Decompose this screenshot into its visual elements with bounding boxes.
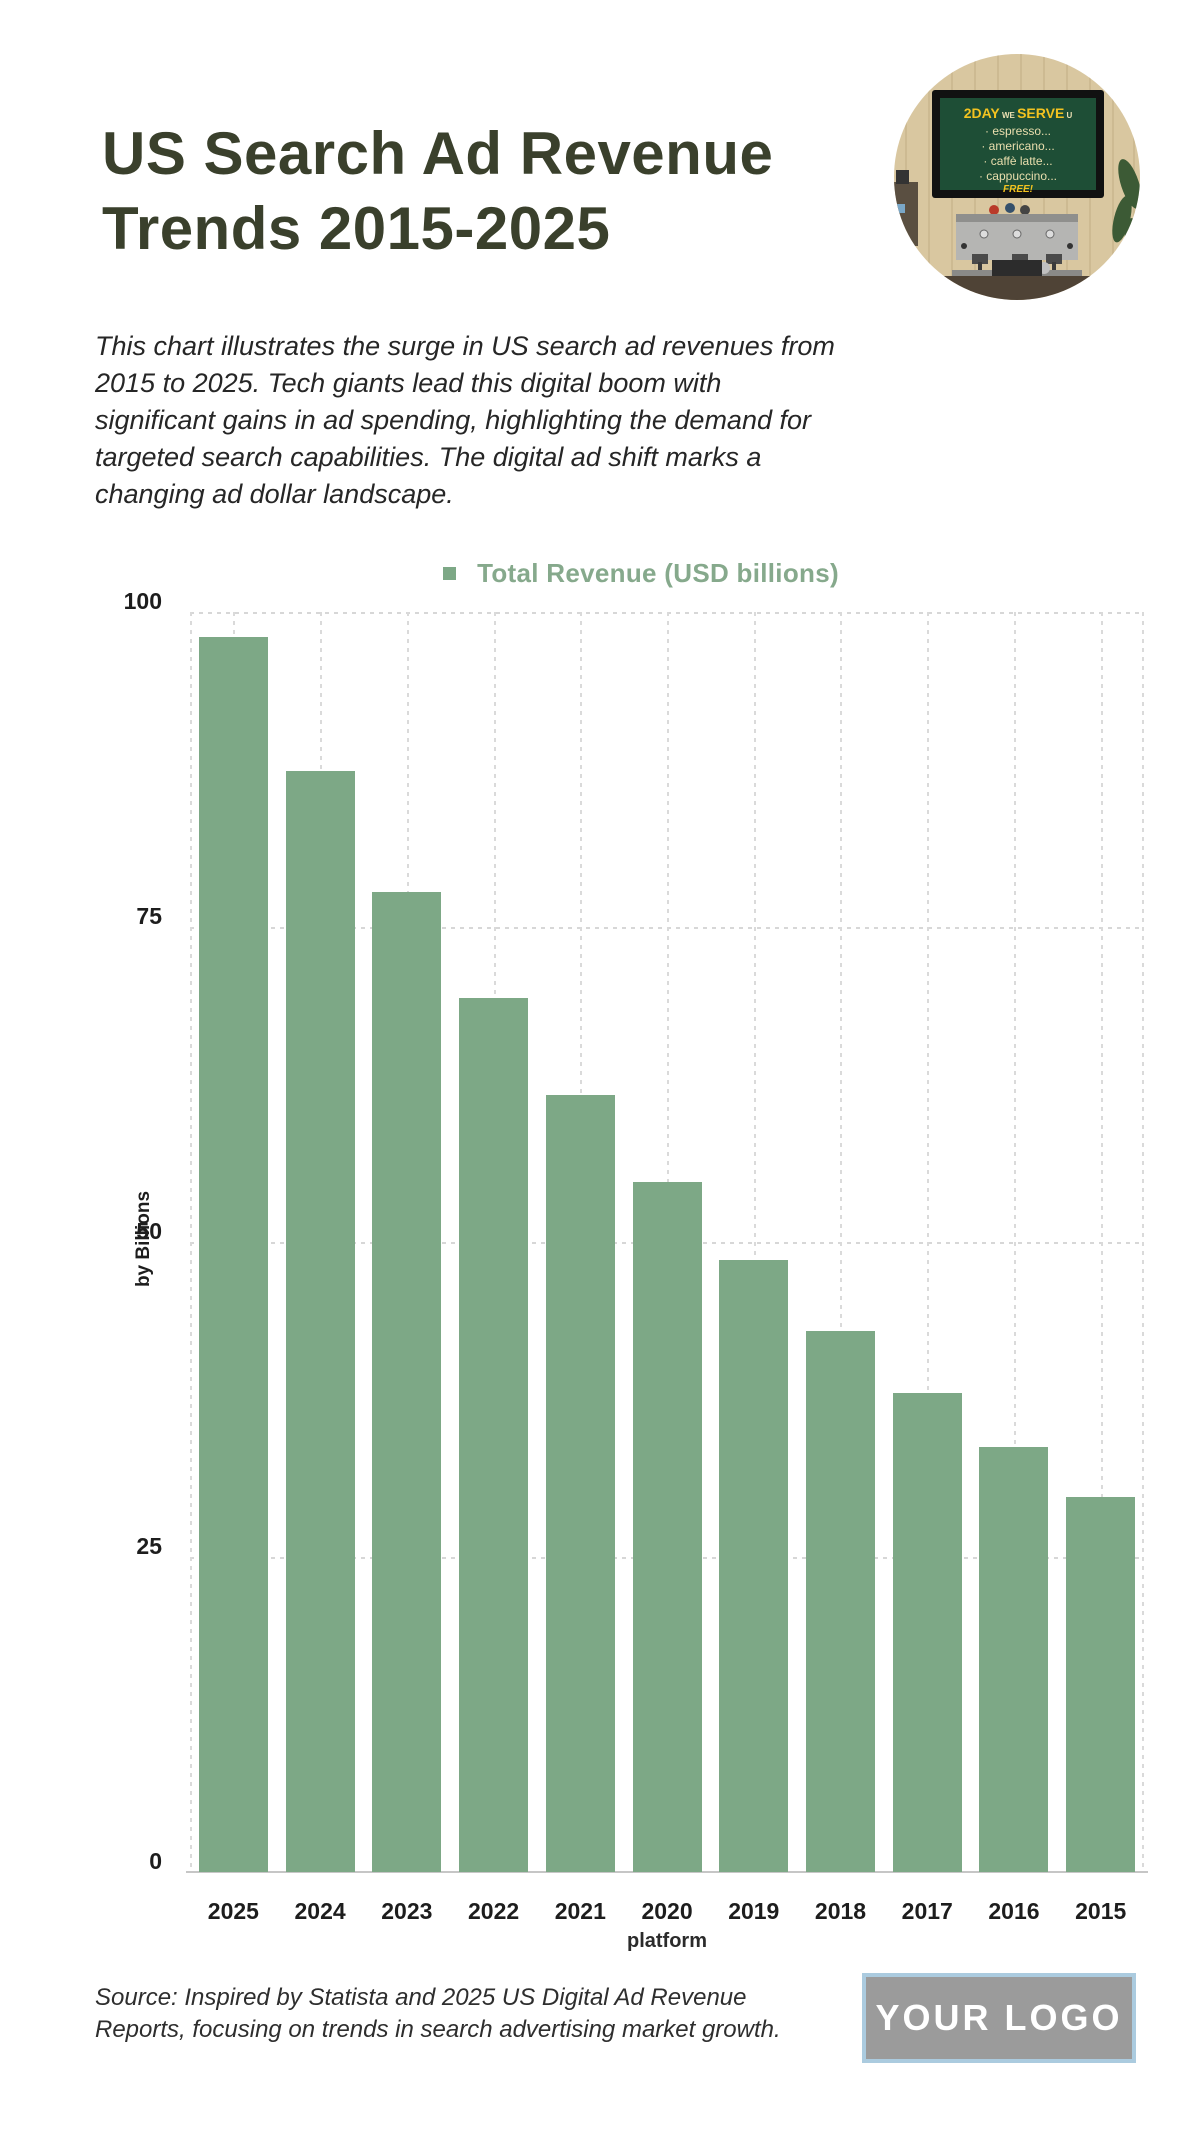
x-tick-label: 2016: [988, 1898, 1040, 1924]
x-axis-title: platform: [627, 1930, 707, 1952]
x-tick-label: 2021: [554, 1898, 606, 1924]
bar-2016: [979, 1447, 1049, 1872]
source-note-line: Reports, focusing on trends in search ad…: [95, 2016, 781, 2043]
x-gridline: [753, 612, 756, 1872]
y-tick-label: 100: [123, 588, 162, 614]
bar-2018: [805, 1331, 875, 1872]
coffee-shop-photo: 2DAY WE SERVE U · espresso... · american…: [894, 54, 1140, 300]
y-tick-label: 50: [136, 1218, 162, 1244]
legend-marker-icon: [443, 566, 457, 580]
source-note-line: Source: Inspired by Statista and 2025 US…: [95, 1984, 747, 2011]
x-tick-label: 2023: [381, 1898, 433, 1924]
description-line: changing ad dollar landscape.: [95, 479, 454, 509]
x-gridline: [927, 612, 930, 1872]
source-note: Source: Inspired by Statista and 2025 US…: [95, 1982, 781, 2046]
description-line: 2015 to 2025. Tech giants lead this digi…: [95, 368, 722, 398]
bar-chart-plot: 2025 2024 2023 2022 2021 2020 2019 2018 2017 2016…: [124, 588, 1148, 1952]
svg-text:2DAY WE SERVE U: 2DAY WE SERVE U: [964, 105, 1073, 121]
bar-2023: [372, 891, 442, 1872]
x-gridline: [1013, 612, 1016, 1872]
y-tick-label: 75: [136, 903, 162, 929]
y-tick-label: 25: [136, 1533, 162, 1559]
x-gridline: [1142, 612, 1144, 1872]
x-tick-label: 2017: [901, 1898, 953, 1924]
menu-item-cappuccino: · cappuccino...: [979, 169, 1057, 183]
menu-board: 2DAY WE SERVE U · espresso... · american…: [932, 90, 1104, 198]
x-tick-label: 2024: [294, 1898, 346, 1924]
chart-legend: Total Revenue (USD billions): [164, 556, 1118, 590]
x-tick-label: 2022: [467, 1898, 520, 1924]
logo-placeholder: YOUR LOGO: [862, 1973, 1136, 2063]
x-gridline: [1100, 612, 1103, 1872]
sign-headline-serve: SERVE: [1017, 105, 1064, 121]
bar-2025: [198, 637, 268, 1872]
x-tick-label: 2015: [1075, 1898, 1127, 1924]
x-axis-line: [186, 1871, 1148, 1873]
bar-2019: [719, 1259, 789, 1872]
page-title-line2: Trends 2015-2025: [102, 195, 611, 262]
coffee-shop-photo-illustration: 2DAY WE SERVE U · espresso... · american…: [894, 54, 1140, 300]
description-line: This chart illustrates the surge in US s…: [95, 331, 835, 361]
page-title-line1: US Search Ad Revenue: [102, 120, 774, 187]
menu-item-espresso: · espresso...: [985, 124, 1051, 138]
bar-2017: [892, 1393, 962, 1872]
x-tick-label: 2018: [814, 1898, 867, 1924]
bar-2024: [285, 770, 355, 1872]
sign-free-label: FREE!: [1003, 184, 1034, 195]
bar-2015: [1066, 1496, 1136, 1872]
y-tick-label: 0: [149, 1848, 162, 1874]
description-line: significant gains in ad spending, highli…: [95, 405, 811, 435]
logo-text: YOUR LOGO: [875, 1997, 1123, 2038]
sign-headline-u: U: [1064, 111, 1072, 120]
x-tick-label: 2019: [728, 1898, 780, 1924]
description-line: targeted search capabilities. The digita…: [95, 442, 762, 472]
bar-2021: [545, 1094, 615, 1872]
sign-headline-2day: 2DAY: [964, 105, 1001, 121]
x-tick-label: 2020: [641, 1898, 693, 1924]
x-gridline: [840, 612, 843, 1872]
menu-item-americano: · americano...: [981, 139, 1054, 153]
chart-description: This chart illustrates the surge in US s…: [95, 328, 835, 513]
sign-headline-we: WE: [1000, 111, 1017, 120]
legend-label: Total Revenue (USD billions): [477, 557, 839, 588]
x-gridline: [190, 612, 192, 1872]
menu-item-caffe-latte: · caffè latte...: [983, 154, 1052, 168]
x-tick-label: 2025: [207, 1898, 259, 1924]
bar-2022: [459, 997, 529, 1872]
page-title: US Search Ad Revenue Trends 2015-2025: [102, 116, 773, 266]
x-axis-tick-labels: 2025 2024 2023 2022 2021 2020 2019 2018 2017 2016…: [190, 1898, 1144, 1925]
bar-2020: [632, 1181, 702, 1872]
